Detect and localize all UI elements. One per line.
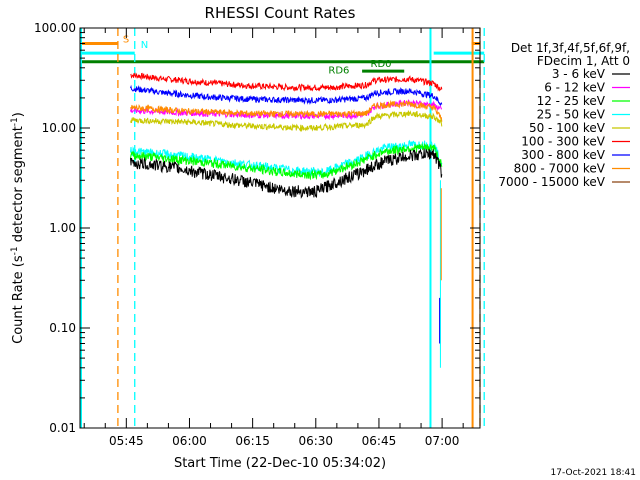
legend-label: 300 - 800 keV — [521, 148, 605, 162]
series-line — [130, 142, 443, 181]
legend-label: 100 - 300 keV — [521, 135, 605, 149]
state-bar-label: S — [123, 34, 129, 45]
legend-header-line-2: FDecim 1, Att 0 — [537, 54, 630, 68]
legend-label: 3 - 6 keV — [552, 67, 606, 81]
series-line — [130, 148, 443, 199]
chart-title: RHESSI Count Rates — [205, 4, 356, 22]
legend-label: 50 - 100 keV — [529, 121, 606, 135]
state-bars: S N RD6 RD0 — [80, 34, 485, 77]
series-lines — [130, 72, 443, 368]
y-tick-label: 0.01 — [49, 421, 76, 435]
x-tick-label: 07:00 — [425, 434, 460, 448]
state-bar-label: RD0 — [371, 59, 392, 70]
legend-label: 12 - 25 keV — [537, 94, 606, 108]
legend-label: 800 - 7000 keV — [514, 162, 606, 176]
footer-date: 17-Oct-2021 18:41 — [551, 468, 636, 478]
x-tick-label: 06:15 — [235, 434, 270, 448]
y-tick-label: 1.00 — [49, 221, 76, 235]
state-bar-label: N — [141, 40, 148, 51]
legend-label: 25 - 50 keV — [537, 108, 606, 122]
series-line — [130, 72, 443, 93]
y-axis-label-tail: detector segment — [11, 126, 26, 246]
y-tick-label: 10.00 — [42, 121, 76, 135]
x-tick-label: 06:30 — [298, 434, 333, 448]
series-line — [130, 110, 443, 133]
series-line — [130, 84, 443, 107]
series-line — [130, 139, 443, 177]
y-axis-label: Count Rate (s-1 detector segment-1) — [10, 112, 26, 344]
x-tick-label: 06:00 — [172, 434, 207, 448]
axis-ticks: 100.00 10.00 1.00 0.10 0.01 05:45 06:00 06:15 06… — [34, 21, 480, 448]
legend-label: 7000 - 15000 keV — [498, 175, 605, 189]
x-tick-label: 05:45 — [109, 434, 144, 448]
legend-label: 6 - 12 keV — [544, 81, 606, 95]
x-tick-label: 06:45 — [362, 434, 397, 448]
y-axis-label-sup2: -1 — [10, 117, 20, 126]
y-tick-label: 0.10 — [49, 321, 76, 335]
legend-header-line-1: Det 1f,3f,4f,5f,6f,9f, — [511, 41, 630, 55]
state-bar-label: RD6 — [328, 66, 349, 77]
y-tick-label: 100.00 — [34, 21, 76, 35]
y-axis-label-sup: -1 — [10, 246, 20, 255]
y-axis-label-main: Count Rate (s — [11, 255, 26, 344]
series-line — [130, 99, 443, 122]
y-axis-label-close: ) — [11, 112, 26, 117]
x-axis-label: Start Time (22-Dec-10 05:34:02) — [174, 456, 386, 471]
